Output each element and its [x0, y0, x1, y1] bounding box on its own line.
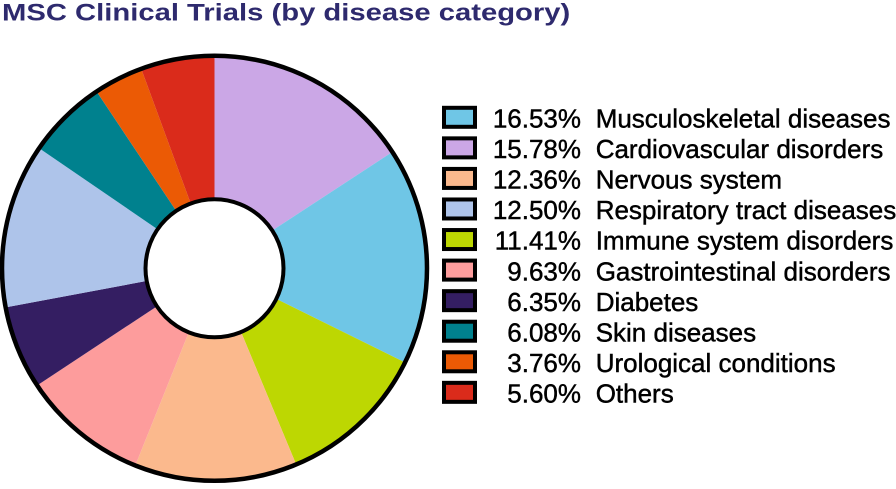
- svg-text:15.78%: 15.78%: [493, 134, 581, 164]
- svg-text:Gastrointestinal disorders: Gastrointestinal disorders: [596, 256, 891, 286]
- svg-text:Others: Others: [596, 379, 674, 409]
- svg-text:Urological conditions: Urological conditions: [596, 348, 836, 378]
- svg-text:Respiratory tract diseases: Respiratory tract diseases: [596, 195, 896, 225]
- svg-text:11.41%: 11.41%: [495, 226, 581, 256]
- svg-text:9.63%: 9.63%: [507, 256, 581, 286]
- svg-text:12.36%: 12.36%: [493, 165, 581, 195]
- svg-text:Nervous system: Nervous system: [596, 165, 782, 195]
- svg-text:3.76%: 3.76%: [507, 348, 581, 378]
- svg-text:Musculoskeletal diseases: Musculoskeletal diseases: [596, 104, 891, 134]
- svg-text:5.60%: 5.60%: [507, 379, 581, 409]
- svg-text:12.50%: 12.50%: [493, 195, 581, 225]
- svg-text:16.53%: 16.53%: [493, 104, 581, 134]
- svg-text:6.35%: 6.35%: [507, 287, 581, 317]
- svg-text:Skin diseases: Skin diseases: [596, 317, 756, 347]
- svg-text:MSC Clinical Trials (by diseas: MSC Clinical Trials (by disease category…: [2, 0, 570, 26]
- svg-text:Diabetes: Diabetes: [596, 287, 699, 317]
- svg-text:Immune system disorders: Immune system disorders: [596, 226, 894, 256]
- svg-text:6.08%: 6.08%: [507, 317, 581, 347]
- svg-text:Cardiovascular disorders: Cardiovascular disorders: [596, 134, 884, 164]
